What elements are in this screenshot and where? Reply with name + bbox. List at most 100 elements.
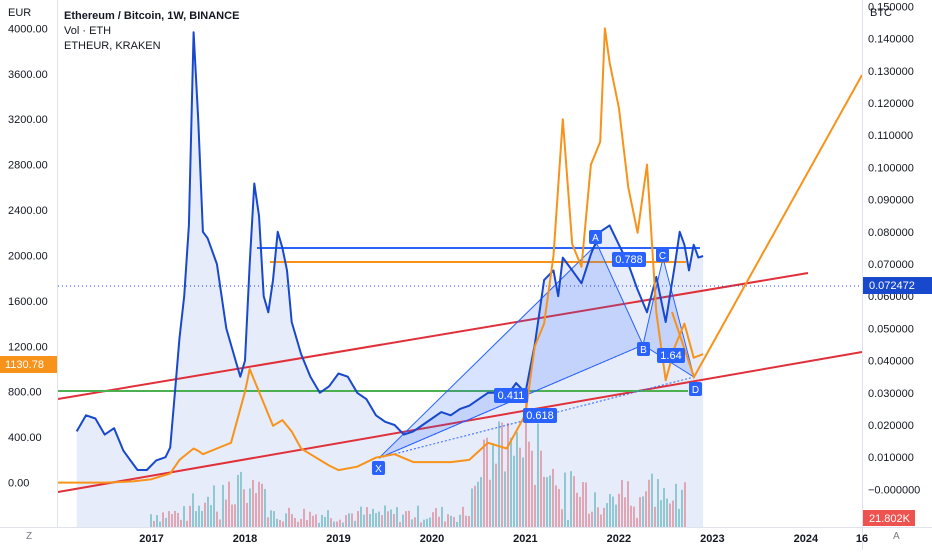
volume-bar <box>579 496 581 527</box>
label-b[interactable]: B <box>637 342 650 356</box>
lower-trend-line[interactable] <box>57 351 863 493</box>
volume-bar <box>240 471 242 527</box>
right-tick-label: 0.140000 <box>868 34 914 46</box>
time-tick-label: 2023 <box>700 533 724 545</box>
etheur-line[interactable] <box>58 27 704 484</box>
ratio-badge-xd[interactable]: 0.618 <box>523 408 557 423</box>
volume-bar <box>348 513 350 527</box>
volume-bar <box>399 522 401 527</box>
volume-bar <box>150 514 152 527</box>
volume-bar <box>168 511 170 527</box>
label-d-text: D <box>692 385 699 396</box>
ethbtc-line[interactable] <box>75 31 704 471</box>
volume-bar <box>375 513 377 527</box>
volume-bar <box>645 491 647 527</box>
volume-bar <box>219 519 221 527</box>
volume-histogram <box>150 401 686 527</box>
volume-bar <box>297 521 299 527</box>
volume-bar <box>513 455 515 527</box>
volume-bar <box>351 513 353 527</box>
volume-bar <box>213 485 215 527</box>
volume-bar <box>225 499 227 527</box>
volume-bar <box>483 439 485 527</box>
ratio-badge-bd[interactable]: 1.64 <box>657 348 685 363</box>
volume-bar <box>234 504 236 527</box>
volume-bar <box>321 514 323 527</box>
volume-bar <box>660 500 662 527</box>
volume-bar <box>555 485 557 527</box>
left-tick-label: 3600.00 <box>8 69 48 81</box>
right-tick-label: 0.030000 <box>868 388 914 400</box>
volume-bar <box>264 489 266 527</box>
left-tick-label: 2000.00 <box>8 251 48 263</box>
left-tick-label: 1200.00 <box>8 341 48 353</box>
time-axis-ticks[interactable]: 2017 2018 2019 2020 2021 2022 2023 2024 16 <box>139 533 868 545</box>
volume-bar <box>669 503 671 527</box>
volume-bar <box>183 506 185 527</box>
volume-bar <box>258 481 260 527</box>
volume-bar <box>426 518 428 527</box>
right-tick-label: 0.060000 <box>868 291 914 303</box>
left-axis-ticks[interactable]: 4000.00 3600.00 3200.00 2800.00 2400.00 2000.… <box>8 23 48 489</box>
ratio-badge-ac[interactable]: 0.788 <box>612 252 646 267</box>
volume-bar <box>552 468 554 527</box>
volume-bar <box>477 481 479 527</box>
volume-badge: 21.802K <box>863 510 915 526</box>
volume-bar <box>162 512 164 527</box>
left-tick-label: 2400.00 <box>8 205 48 217</box>
volume-bar <box>339 519 341 527</box>
volume-bar <box>453 517 455 527</box>
volume-bar <box>276 518 278 527</box>
left-tick-label: 800.00 <box>8 387 42 399</box>
volume-bar <box>585 482 587 527</box>
volume-bar <box>624 497 626 527</box>
volume-bar <box>549 475 551 527</box>
volume-bar <box>576 492 578 527</box>
timezone-button[interactable]: Z <box>26 531 33 542</box>
volume-bar <box>192 493 194 527</box>
volume-bar <box>207 496 209 527</box>
volume-bar <box>456 521 458 527</box>
volume-bar <box>450 515 452 527</box>
right-tick-label: 0.040000 <box>868 356 914 368</box>
volume-bar <box>642 496 644 527</box>
label-a[interactable]: A <box>589 230 602 244</box>
volume-bar <box>231 504 233 527</box>
volume-bar <box>303 508 305 527</box>
volume-bar <box>663 488 665 527</box>
volume-bar <box>648 479 650 527</box>
volume-bar <box>222 484 224 527</box>
right-tick-label: 0.150000 <box>868 1 914 13</box>
etheur-price-text: 1130.78 <box>5 359 44 371</box>
volume-bar <box>633 506 635 527</box>
volume-bar <box>621 480 623 527</box>
auto-scale-button[interactable]: A <box>893 531 900 542</box>
ratio-badge-xb[interactable]: 0.411 <box>494 388 528 403</box>
volume-bar <box>444 521 446 527</box>
left-tick-label: 1600.00 <box>8 296 48 308</box>
volume-bar <box>294 517 296 527</box>
label-x[interactable]: X <box>372 461 385 475</box>
volume-bar <box>246 502 248 527</box>
label-c[interactable]: C <box>656 248 669 262</box>
volume-bar <box>402 514 404 527</box>
volume-bar <box>309 511 311 527</box>
projection-line[interactable] <box>671 74 863 380</box>
volume-bar <box>279 519 281 527</box>
volume-bar <box>156 515 158 527</box>
volume-bar <box>432 512 434 527</box>
right-axis-ticks[interactable]: 0.150000 0.140000 0.130000 0.120000 0.110000… <box>868 1 920 496</box>
volume-bar <box>396 507 398 527</box>
volume-bar <box>441 506 443 527</box>
label-c-text: C <box>659 251 666 262</box>
upper-trend-line[interactable] <box>57 272 809 400</box>
volume-bar <box>567 519 569 527</box>
chart-legend[interactable]: Ethereum / Bitcoin, 1W, BINANCE Vol · ET… <box>64 9 239 54</box>
volume-bar <box>315 514 317 527</box>
volume-bar <box>474 485 476 527</box>
volume-bar <box>372 508 374 527</box>
volume-bar <box>558 489 560 527</box>
label-d[interactable]: D <box>689 382 702 396</box>
time-tick-label: 2021 <box>513 533 537 545</box>
volume-bar <box>282 521 284 527</box>
